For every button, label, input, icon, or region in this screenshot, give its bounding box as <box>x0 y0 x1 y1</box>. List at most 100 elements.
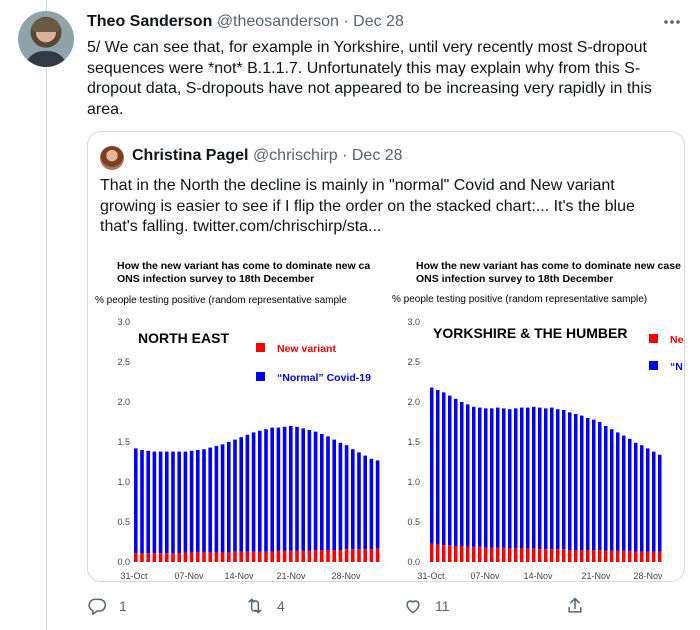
bar-normal-covid <box>526 407 530 549</box>
x-tick-label: 07-Nov <box>470 571 500 581</box>
chart-title-line1: How the new variant has come to dominate… <box>416 260 681 272</box>
bar-new-variant <box>264 551 268 562</box>
bar-new-variant <box>466 546 470 562</box>
y-tick-label: 0.0 <box>407 557 420 567</box>
bar-new-variant <box>598 550 602 562</box>
bar-normal-covid <box>320 434 324 550</box>
retweet-count: 4 <box>277 598 285 614</box>
bar-normal-covid <box>640 445 644 552</box>
bar-new-variant <box>171 553 175 562</box>
bar-new-variant <box>550 549 554 562</box>
bar-normal-covid <box>239 437 243 552</box>
bar-new-variant <box>448 545 452 562</box>
legend-label-new-variant: New variant <box>277 343 336 355</box>
share-button[interactable] <box>565 596 597 616</box>
legend-label-new-variant: Ne <box>670 334 684 346</box>
x-tick-label: 28-Nov <box>331 571 361 581</box>
bar-normal-covid <box>616 432 620 551</box>
author-handle[interactable]: @theosanderson <box>216 13 339 30</box>
avatar-hair <box>32 18 60 32</box>
bar-normal-covid <box>165 451 169 554</box>
charts-image: How the new variant has come to dominate… <box>95 260 684 581</box>
bar-new-variant <box>502 547 506 562</box>
quoted-date: Dec 28 <box>351 147 403 164</box>
legend-swatch-new-variant <box>649 334 658 343</box>
bar-normal-covid <box>472 406 476 547</box>
author-name[interactable]: Theo Sanderson <box>87 13 213 30</box>
reply-count: 1 <box>119 598 127 614</box>
tweet-header: Theo Sanderson @theosanderson · Dec 28 <box>87 13 404 31</box>
bar-new-variant <box>332 550 336 562</box>
bar-normal-covid <box>295 426 299 551</box>
bar-normal-covid <box>454 398 458 546</box>
bar-normal-covid <box>448 395 452 546</box>
bar-normal-covid <box>220 444 225 553</box>
bar-normal-covid <box>357 452 361 550</box>
bar-normal-covid <box>442 392 446 546</box>
bar-new-variant <box>490 547 494 562</box>
quoted-avatar[interactable] <box>100 146 124 170</box>
bar-normal-covid <box>369 458 374 550</box>
bar-new-variant <box>436 544 440 562</box>
bar-new-variant <box>634 551 638 562</box>
bar-new-variant <box>610 550 614 562</box>
bar-new-variant <box>604 550 608 562</box>
chart-region-label: YORKSHIRE & THE HUMBER <box>433 325 627 341</box>
like-button[interactable]: 11 <box>403 596 450 616</box>
bar-normal-covid <box>375 460 380 549</box>
avatar[interactable] <box>18 11 74 67</box>
bar-normal-covid <box>158 451 163 554</box>
bar-normal-covid <box>508 409 512 549</box>
bar-normal-covid <box>270 427 274 552</box>
share-icon <box>568 597 582 613</box>
x-tick-label: 14-Nov <box>224 571 254 581</box>
bar-normal-covid <box>196 450 200 553</box>
bar-new-variant <box>189 552 194 562</box>
bar-normal-covid <box>276 427 281 551</box>
more-horizontal-icon[interactable] <box>663 12 681 30</box>
quoted-tweet[interactable]: Christina Pagel @chrischirp · Dec 28 Tha… <box>87 131 685 582</box>
bar-normal-covid <box>183 451 188 553</box>
bar-new-variant <box>134 553 138 562</box>
bar-normal-covid <box>140 450 144 554</box>
bar-new-variant <box>338 550 343 562</box>
y-tick-label: 1.5 <box>117 437 130 447</box>
bar-new-variant <box>214 552 219 562</box>
bar-normal-covid <box>478 407 482 547</box>
y-tick-label: 2.5 <box>117 357 130 367</box>
bar-new-variant <box>344 549 349 562</box>
bar-normal-covid <box>344 445 349 550</box>
bar-normal-covid <box>152 451 157 554</box>
bar-normal-covid <box>520 407 524 549</box>
bar-new-variant <box>326 550 330 562</box>
bar-normal-covid <box>326 436 330 550</box>
y-tick-label: 2.0 <box>117 397 130 407</box>
bar-normal-covid <box>562 410 566 550</box>
bar-new-variant <box>220 552 225 562</box>
bar-normal-covid <box>532 406 536 549</box>
bar-new-variant <box>562 549 566 562</box>
bar-normal-covid <box>538 407 542 550</box>
bar-normal-covid <box>338 442 343 550</box>
bar-normal-covid <box>622 435 626 551</box>
x-tick-label: 31-Oct <box>417 571 445 581</box>
chart-y-label: % people testing positive (random repres… <box>392 294 647 305</box>
bar-normal-covid <box>189 450 194 553</box>
like-count: 11 <box>435 598 450 614</box>
bar-new-variant <box>574 550 578 562</box>
bar-new-variant <box>258 551 262 562</box>
reply-button[interactable]: 1 <box>87 596 127 616</box>
chart-title-line1: How the new variant has come to dominate… <box>117 260 370 272</box>
bar-new-variant <box>239 551 243 562</box>
bar-normal-covid <box>514 408 518 549</box>
bar-normal-covid <box>646 448 650 552</box>
retweet-button[interactable]: 4 <box>245 596 285 616</box>
bar-new-variant <box>454 546 458 562</box>
bar-normal-covid <box>556 409 560 550</box>
tweet-date[interactable]: Dec 28 <box>353 13 404 30</box>
bar-new-variant <box>158 553 163 562</box>
chart-title-line2: ONS infection survey to 18th December <box>117 273 314 285</box>
bar-normal-covid <box>484 408 488 548</box>
bar-new-variant <box>484 547 488 562</box>
